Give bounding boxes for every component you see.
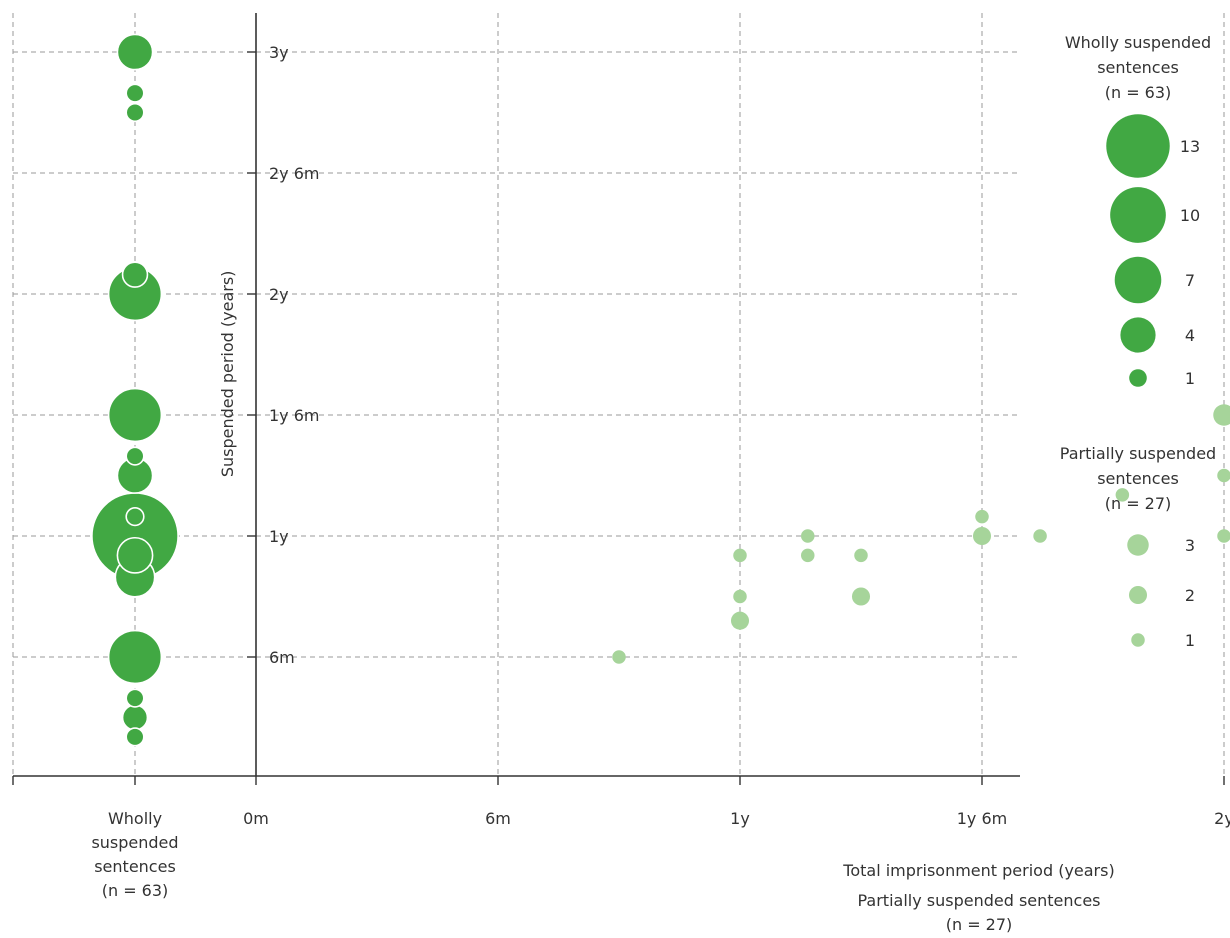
legend-partially-bubble bbox=[1128, 585, 1148, 605]
x-tick-label: 6m bbox=[485, 809, 511, 828]
y-tick-label: 1y 6m bbox=[269, 406, 320, 425]
axes bbox=[12, 13, 1225, 785]
x-tick-label: 1y 6m bbox=[957, 809, 1008, 828]
legend-wholly-bubble bbox=[1114, 256, 1162, 304]
wholly-bubble bbox=[107, 387, 163, 443]
partially-bubble bbox=[1213, 404, 1230, 426]
wholly-bubble bbox=[125, 446, 145, 466]
partially-bubble bbox=[851, 587, 871, 606]
partially-bubble bbox=[801, 548, 815, 563]
partially-bubble bbox=[854, 548, 868, 563]
legend-wholly-label: 13 bbox=[1180, 137, 1200, 156]
axis-labels: Wholly suspended sentences (n = 63) Total im… bbox=[91, 271, 1114, 934]
partially-bubble bbox=[1033, 529, 1047, 543]
partially-bubble bbox=[733, 589, 747, 604]
wholly-column-label: sentences bbox=[94, 857, 176, 876]
wholly-bubble bbox=[116, 33, 154, 71]
partially-suspended-series bbox=[612, 404, 1230, 664]
legend-partially-title: Partially suspended bbox=[1060, 444, 1216, 463]
y-tick-label: 2y 6m bbox=[269, 164, 320, 183]
partially-bubble bbox=[1115, 488, 1130, 502]
legend-wholly-bubble bbox=[1106, 114, 1170, 178]
partially-bubble bbox=[972, 526, 992, 546]
y-tick-label: 1y bbox=[269, 527, 289, 546]
legend-wholly-title: (n = 63) bbox=[1105, 83, 1172, 102]
wholly-bubble bbox=[121, 704, 149, 731]
wholly-bubble bbox=[125, 688, 145, 708]
legend-partially-bubble bbox=[1127, 534, 1149, 556]
partially-bubble bbox=[975, 509, 989, 524]
y-tick-label: 3y bbox=[269, 43, 289, 62]
wholly-bubble bbox=[116, 536, 154, 574]
partially-caption: (n = 27) bbox=[946, 915, 1013, 934]
x-tick-label: 2y bbox=[1214, 809, 1230, 828]
x-axis-title: Total imprisonment period (years) bbox=[842, 861, 1114, 880]
partially-bubble bbox=[612, 650, 626, 664]
wholly-bubble bbox=[125, 507, 145, 527]
wholly-suspended-series bbox=[91, 33, 179, 747]
legend-wholly-label: 1 bbox=[1185, 369, 1195, 388]
legend-wholly-bubble bbox=[1120, 317, 1156, 353]
partially-bubble bbox=[733, 548, 747, 563]
wholly-bubble bbox=[125, 83, 145, 103]
y-axis-title: Suspended period (years) bbox=[218, 271, 237, 478]
wholly-column-label: (n = 63) bbox=[102, 881, 169, 900]
legend-wholly-label: 7 bbox=[1185, 271, 1195, 290]
partially-bubble bbox=[730, 611, 750, 630]
partially-bubble bbox=[1217, 529, 1230, 543]
partially-caption: Partially suspended sentences bbox=[857, 891, 1100, 910]
wholly-bubble bbox=[125, 727, 145, 747]
legend-partially-label: 3 bbox=[1185, 536, 1195, 555]
partially-bubble bbox=[801, 529, 815, 543]
y-tick-label: 2y bbox=[269, 285, 289, 304]
legend-wholly-bubble bbox=[1110, 187, 1166, 243]
wholly-column-label: Wholly bbox=[108, 809, 162, 828]
wholly-bubble bbox=[107, 629, 163, 685]
legend-partially-label: 2 bbox=[1185, 586, 1195, 605]
wholly-bubble bbox=[125, 102, 145, 123]
x-tick-label: 1y bbox=[730, 809, 750, 828]
legend-wholly-label: 10 bbox=[1180, 206, 1200, 225]
legend-wholly-title: sentences bbox=[1097, 58, 1179, 77]
legend-partially-bubble bbox=[1131, 633, 1145, 647]
legend-wholly-bubble bbox=[1129, 369, 1147, 387]
legend-partially-title: (n = 27) bbox=[1105, 494, 1172, 513]
partially-bubble bbox=[1217, 468, 1230, 483]
y-tick-label: 6m bbox=[269, 648, 295, 667]
legend-wholly-title: Wholly suspended bbox=[1065, 33, 1211, 52]
legend-partially-title: sentences bbox=[1097, 469, 1179, 488]
legend-wholly-label: 4 bbox=[1185, 326, 1195, 345]
legend-partially-label: 1 bbox=[1185, 631, 1195, 650]
x-tick-label: 0m bbox=[243, 809, 269, 828]
wholly-bubble bbox=[121, 261, 149, 288]
wholly-column-label: suspended bbox=[91, 833, 178, 852]
